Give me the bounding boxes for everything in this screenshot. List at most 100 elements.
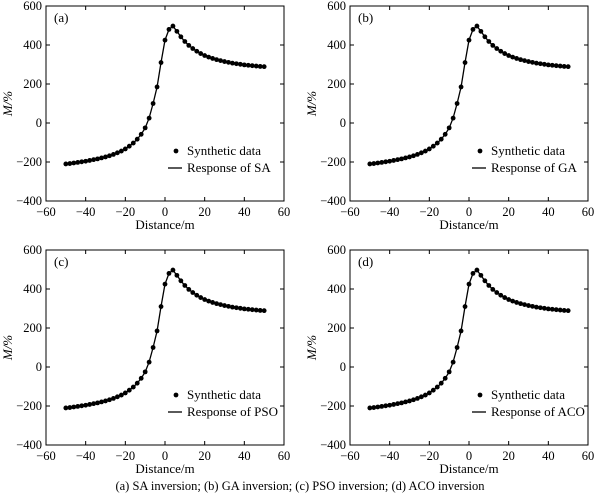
- y-tick-label: 200: [23, 321, 42, 335]
- data-point: [111, 151, 116, 157]
- data-point: [387, 158, 393, 164]
- data-point: [138, 375, 144, 381]
- data-point: [150, 101, 156, 106]
- data-point: [419, 394, 424, 400]
- data-point: [218, 302, 223, 307]
- data-point: [118, 148, 124, 154]
- data-point: [371, 161, 377, 166]
- y-axis-label: M/%: [304, 335, 319, 361]
- data-point: [541, 305, 547, 311]
- x-tick-label: −40: [76, 449, 96, 463]
- data-point: [226, 59, 231, 65]
- y-tick-label: 400: [23, 38, 42, 52]
- y-tick-label: 600: [23, 0, 42, 13]
- x-tick-label: 40: [238, 205, 251, 219]
- figure-caption: (a) SA inversion; (b) GA inversion; (c) …: [115, 479, 485, 493]
- y-tick-label: −200: [320, 155, 346, 169]
- data-point: [490, 286, 496, 292]
- data-point: [482, 34, 488, 40]
- data-point: [237, 305, 243, 311]
- data-point: [107, 397, 112, 403]
- data-point: [438, 380, 444, 386]
- data-point: [557, 63, 563, 69]
- legend-label-response: Response of SA: [187, 160, 271, 175]
- x-tick-label: −60: [340, 449, 360, 463]
- data-point: [391, 402, 397, 407]
- data-point: [146, 359, 152, 365]
- data-point: [249, 63, 255, 69]
- data-point: [538, 305, 543, 311]
- y-tick-label: 600: [327, 0, 346, 13]
- data-point: [198, 295, 204, 300]
- data-point: [534, 304, 539, 310]
- data-point: [83, 158, 89, 164]
- x-tick-label: 60: [582, 205, 595, 219]
- data-point: [142, 125, 148, 131]
- data-point: [71, 404, 77, 410]
- panel-label: (a): [54, 10, 68, 25]
- data-point: [99, 155, 104, 161]
- data-point: [241, 306, 247, 312]
- data-point: [245, 306, 251, 312]
- y-axis-label: M/%: [304, 91, 319, 117]
- x-tick-label: 60: [278, 205, 291, 219]
- data-point: [214, 57, 219, 63]
- data-point: [87, 158, 93, 163]
- data-point: [494, 290, 500, 295]
- data-point: [458, 84, 464, 90]
- y-axis-label: M/%: [0, 91, 15, 117]
- x-tick-label: −60: [36, 449, 56, 463]
- data-point: [506, 53, 512, 58]
- chart-panel-2: −60 −40 −20 0 20 40 60−400−2000200400600Distan…: [304, 0, 594, 232]
- data-point: [134, 380, 140, 386]
- x-tick-label: 60: [278, 449, 291, 463]
- data-point: [67, 405, 73, 410]
- data-point: [214, 301, 219, 307]
- data-point: [561, 308, 567, 313]
- panel-label: (b): [358, 10, 373, 25]
- x-tick-label: 0: [466, 449, 472, 463]
- y-axis-label: M/%: [0, 335, 15, 361]
- data-point: [383, 159, 389, 165]
- data-point: [142, 369, 148, 375]
- data-point: [387, 402, 393, 408]
- data-point: [218, 58, 223, 63]
- x-axis-label: Distance/m: [439, 461, 498, 476]
- data-point: [458, 328, 464, 334]
- x-tick-label: −60: [36, 205, 56, 219]
- x-axis-label: Distance/m: [135, 461, 194, 476]
- data-point: [565, 308, 571, 314]
- data-point: [134, 136, 140, 142]
- data-point: [462, 60, 468, 65]
- data-point: [538, 61, 543, 67]
- y-tick-label: 0: [340, 116, 346, 130]
- y-tick-label: 600: [23, 243, 42, 257]
- x-tick-label: 0: [162, 449, 168, 463]
- data-point: [553, 63, 559, 69]
- data-point: [514, 300, 519, 305]
- legend-label-synthetic: Synthetic data: [187, 143, 261, 158]
- x-tick-label: −40: [380, 205, 400, 219]
- x-tick-label: 60: [582, 449, 595, 463]
- data-point: [222, 59, 227, 64]
- data-point: [422, 148, 428, 154]
- data-point: [99, 399, 104, 405]
- data-point: [186, 42, 192, 48]
- x-tick-label: −20: [420, 449, 440, 463]
- data-point: [210, 300, 216, 305]
- data-point: [206, 298, 212, 304]
- data-point: [411, 397, 416, 403]
- x-tick-label: −40: [380, 449, 400, 463]
- y-tick-label: −400: [16, 438, 42, 452]
- y-tick-label: 0: [36, 360, 42, 374]
- data-point: [379, 403, 385, 409]
- data-point: [253, 63, 259, 69]
- data-point: [442, 375, 448, 381]
- data-point: [565, 64, 571, 70]
- data-point: [226, 303, 231, 309]
- data-point: [454, 101, 460, 106]
- data-point: [391, 158, 397, 163]
- data-point: [561, 64, 567, 69]
- data-point: [379, 159, 385, 165]
